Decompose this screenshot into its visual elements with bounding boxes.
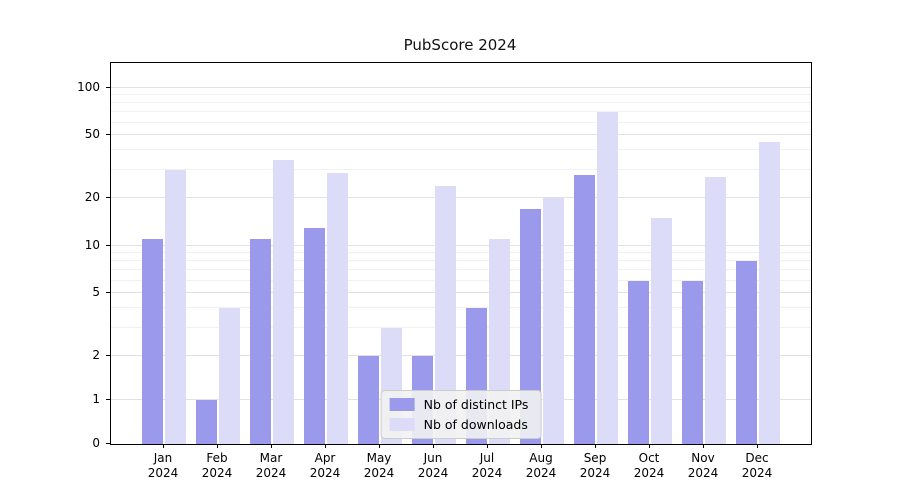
y-axis-tick-label: 5 bbox=[92, 285, 100, 300]
grid-line-minor bbox=[111, 101, 811, 103]
x-axis-tick-label: Jun 2024 bbox=[417, 451, 449, 480]
grid-line-minor bbox=[111, 111, 811, 112]
y-axis-tick bbox=[106, 443, 110, 444]
grid-line bbox=[111, 244, 811, 246]
bar-distinct-ips bbox=[250, 239, 271, 444]
grid-line-minor bbox=[111, 307, 811, 309]
grid-line-minor bbox=[111, 149, 811, 151]
bar-distinct-ips bbox=[682, 280, 703, 444]
bar-downloads bbox=[759, 142, 780, 444]
y-axis-tick-label: 2 bbox=[92, 348, 100, 362]
legend-item: Nb of downloads bbox=[389, 417, 529, 432]
x-axis-tick-label: Feb 2024 bbox=[201, 451, 233, 480]
y-axis-tick bbox=[106, 134, 110, 136]
y-axis-tick bbox=[106, 399, 110, 400]
bar-downloads bbox=[435, 185, 456, 444]
bar-downloads bbox=[543, 198, 564, 444]
bar-distinct-ips bbox=[358, 356, 379, 444]
x-axis-tick bbox=[541, 444, 542, 448]
bar-distinct-ips bbox=[520, 209, 541, 444]
bar-downloads bbox=[597, 112, 618, 444]
legend-label: Nb of distinct IPs bbox=[423, 397, 529, 412]
bar-downloads bbox=[219, 308, 240, 444]
x-axis-tick bbox=[271, 444, 272, 448]
legend-item: Nb of distinct IPs bbox=[389, 397, 529, 412]
y-axis-tick bbox=[106, 292, 110, 294]
x-axis-tick bbox=[757, 444, 758, 448]
grid-line-minor bbox=[111, 259, 811, 261]
grid-line-minor bbox=[111, 269, 811, 270]
y-axis-tick bbox=[106, 197, 110, 198]
y-axis-tick-label: 100 bbox=[77, 79, 100, 94]
y-axis-tick-label: 0 bbox=[92, 436, 100, 450]
x-axis-tick bbox=[433, 444, 434, 448]
bar-distinct-ips bbox=[142, 239, 163, 444]
x-axis-tick bbox=[325, 444, 326, 448]
x-axis-tick-label: Apr 2024 bbox=[309, 451, 341, 480]
chart-title: PubScore 2024 bbox=[403, 36, 517, 54]
x-axis-tick bbox=[379, 444, 380, 448]
y-axis-tick bbox=[106, 355, 110, 356]
grid-line bbox=[111, 355, 811, 356]
legend-label: Nb of downloads bbox=[423, 417, 528, 432]
x-axis-tick-label: May 2024 bbox=[363, 451, 395, 480]
bar-distinct-ips bbox=[196, 400, 217, 444]
x-axis-tick-label: Nov 2024 bbox=[687, 451, 719, 480]
y-axis-tick-label: 1 bbox=[92, 392, 100, 406]
x-axis-tick bbox=[595, 444, 596, 448]
bar-downloads bbox=[705, 177, 726, 444]
bar-downloads bbox=[165, 170, 186, 444]
bar-distinct-ips bbox=[574, 174, 595, 444]
grid-line-minor bbox=[111, 279, 811, 281]
x-axis-tick bbox=[217, 444, 218, 448]
y-axis-tick bbox=[106, 86, 110, 88]
x-axis-tick-label: Jul 2024 bbox=[471, 451, 503, 480]
grid-line bbox=[111, 134, 811, 136]
legend-swatch bbox=[389, 418, 415, 431]
bar-distinct-ips bbox=[736, 260, 757, 444]
grid-line-minor bbox=[111, 327, 811, 329]
x-axis-tick bbox=[649, 444, 650, 448]
y-axis-tick-label: 20 bbox=[84, 190, 100, 204]
legend: Nb of distinct IPs Nb of downloads bbox=[380, 390, 542, 439]
x-axis-tick-label: Oct 2024 bbox=[633, 451, 665, 480]
x-axis-tick-label: Jan 2024 bbox=[147, 451, 179, 480]
x-axis-tick-label: Mar 2024 bbox=[255, 451, 287, 480]
x-axis-tick bbox=[487, 444, 488, 448]
legend-swatch bbox=[389, 398, 415, 411]
grid-line-minor bbox=[111, 93, 811, 95]
grid-line bbox=[111, 197, 811, 198]
x-axis-tick bbox=[163, 444, 164, 448]
x-axis-tick-label: Aug 2024 bbox=[525, 451, 557, 480]
grid-line bbox=[111, 86, 811, 88]
x-axis-tick-label: Sep 2024 bbox=[579, 451, 611, 480]
y-axis-tick-label: 50 bbox=[84, 127, 100, 142]
plot-area: Nb of distinct IPs Nb of downloads bbox=[110, 62, 812, 445]
y-axis-tick-label: 10 bbox=[84, 237, 100, 252]
bar-distinct-ips bbox=[304, 227, 325, 444]
grid-line-minor bbox=[111, 169, 811, 171]
grid-line-minor bbox=[111, 121, 811, 123]
bar-distinct-ips bbox=[628, 280, 649, 444]
grid-line-minor bbox=[111, 251, 811, 253]
y-axis-tick bbox=[106, 244, 110, 246]
x-axis-tick-label: Dec 2024 bbox=[741, 451, 773, 480]
x-axis-tick bbox=[703, 444, 704, 448]
bar-downloads bbox=[327, 172, 348, 444]
grid-line bbox=[111, 292, 811, 294]
bar-downloads bbox=[651, 217, 672, 444]
bar-downloads bbox=[273, 159, 294, 444]
